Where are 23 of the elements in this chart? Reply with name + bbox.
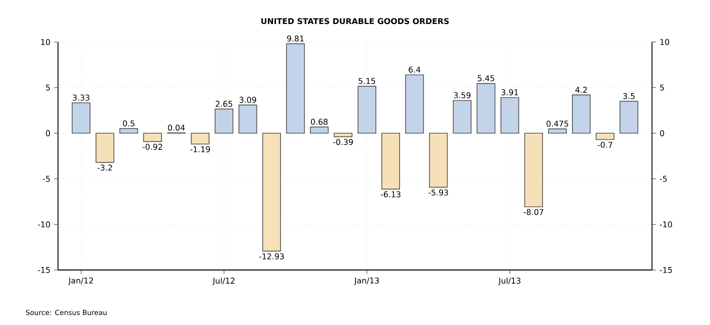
bar (596, 132, 614, 140)
bar (310, 126, 329, 134)
bar (572, 94, 591, 134)
bar (405, 74, 424, 134)
bar (620, 100, 638, 134)
bar (476, 83, 496, 134)
bar (214, 108, 234, 134)
bar (238, 104, 258, 134)
bar (381, 132, 400, 190)
bar (452, 100, 472, 134)
bar (500, 97, 520, 134)
bar (96, 132, 114, 163)
bar (190, 132, 210, 144)
bar (72, 102, 90, 134)
bar (262, 132, 281, 252)
bar (143, 132, 162, 142)
bar (429, 132, 448, 188)
bar (334, 132, 352, 138)
bar (358, 86, 376, 134)
bar (286, 43, 305, 134)
bar (524, 132, 543, 208)
bar (548, 128, 567, 134)
bar (119, 128, 138, 134)
